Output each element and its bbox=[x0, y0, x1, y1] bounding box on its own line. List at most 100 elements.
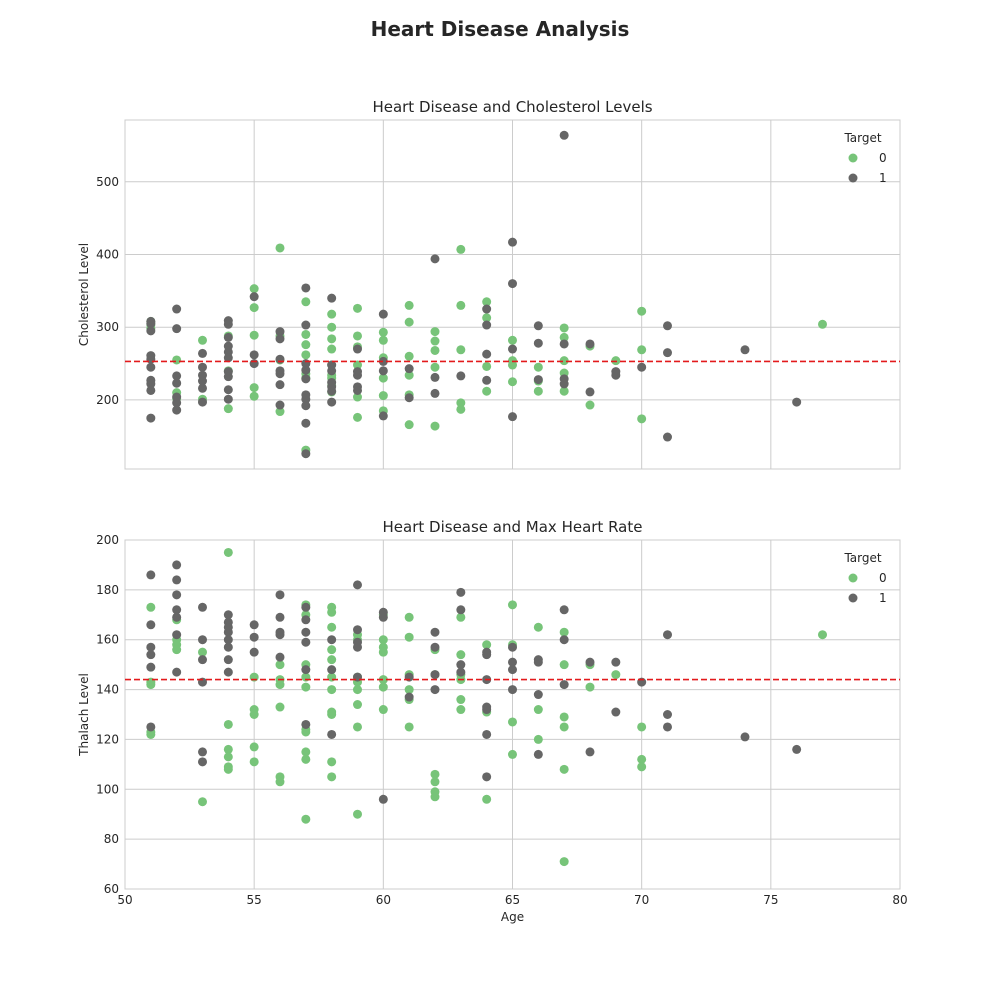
data-point bbox=[611, 370, 621, 380]
data-point bbox=[172, 371, 182, 381]
x-tick-label: 75 bbox=[763, 893, 778, 907]
data-point bbox=[275, 652, 285, 662]
data-point bbox=[611, 707, 621, 717]
data-point bbox=[559, 722, 569, 732]
data-point bbox=[508, 279, 517, 289]
data-point bbox=[482, 794, 492, 804]
data-point bbox=[146, 650, 156, 660]
data-point bbox=[508, 749, 517, 759]
data-point bbox=[172, 575, 182, 585]
data-point bbox=[301, 365, 311, 375]
data-point bbox=[198, 602, 207, 612]
data-point bbox=[482, 650, 492, 660]
data-point bbox=[301, 297, 311, 307]
data-point bbox=[533, 622, 543, 632]
data-point bbox=[533, 734, 543, 744]
data-point bbox=[146, 642, 156, 652]
data-point bbox=[223, 764, 233, 774]
data-point bbox=[404, 632, 414, 642]
data-point bbox=[353, 700, 362, 710]
legend-marker bbox=[848, 153, 858, 163]
legend-label: 1 bbox=[879, 591, 887, 605]
data-point bbox=[404, 351, 414, 361]
data-point bbox=[198, 797, 207, 807]
data-point bbox=[508, 685, 517, 695]
data-point bbox=[508, 665, 517, 675]
data-point bbox=[146, 385, 156, 395]
data-point bbox=[508, 344, 517, 354]
data-point bbox=[456, 605, 466, 615]
data-point bbox=[430, 388, 440, 398]
data-point bbox=[378, 391, 388, 401]
data-point bbox=[637, 722, 647, 732]
x-axis-label: Age bbox=[501, 910, 524, 924]
data-point bbox=[533, 705, 543, 715]
data-point bbox=[378, 327, 388, 337]
data-point bbox=[378, 682, 388, 692]
data-point bbox=[508, 377, 517, 387]
data-point bbox=[559, 379, 569, 389]
data-point bbox=[378, 356, 388, 366]
data-point bbox=[301, 329, 311, 339]
legend-marker bbox=[848, 593, 858, 603]
data-point bbox=[327, 293, 337, 303]
data-point bbox=[198, 397, 207, 407]
data-point bbox=[198, 335, 207, 345]
data-point bbox=[275, 380, 285, 390]
data-point bbox=[223, 744, 233, 754]
data-point bbox=[146, 662, 156, 672]
data-point bbox=[559, 605, 569, 615]
data-point bbox=[223, 353, 233, 363]
data-point bbox=[353, 370, 362, 380]
data-point bbox=[301, 401, 311, 411]
data-point bbox=[456, 300, 466, 310]
data-point bbox=[792, 397, 802, 407]
legend: Target 0 1 bbox=[843, 551, 886, 605]
data-point bbox=[249, 330, 259, 340]
y-tick-label: 140 bbox=[96, 683, 119, 697]
data-point bbox=[508, 657, 517, 667]
data-point bbox=[172, 355, 182, 365]
data-point bbox=[327, 772, 337, 782]
data-point bbox=[404, 612, 414, 622]
data-point bbox=[456, 612, 466, 622]
data-point bbox=[301, 340, 311, 350]
data-point bbox=[482, 304, 492, 314]
data-point bbox=[172, 324, 182, 334]
data-point bbox=[275, 680, 285, 690]
data-point bbox=[327, 397, 337, 407]
data-point bbox=[456, 398, 466, 408]
data-point bbox=[430, 421, 440, 431]
data-point bbox=[430, 627, 440, 637]
data-point bbox=[301, 602, 311, 612]
data-point bbox=[146, 362, 156, 372]
data-point bbox=[430, 769, 440, 779]
data-point bbox=[249, 292, 259, 302]
y-tick-label: 200 bbox=[96, 393, 119, 407]
data-point bbox=[508, 360, 517, 370]
data-point bbox=[249, 647, 259, 657]
data-point bbox=[404, 692, 414, 702]
data-point bbox=[559, 680, 569, 690]
data-point bbox=[404, 364, 414, 374]
data-point bbox=[740, 732, 750, 742]
data-point bbox=[223, 385, 233, 395]
data-point bbox=[585, 657, 595, 667]
data-point bbox=[223, 319, 233, 329]
data-point bbox=[327, 344, 337, 354]
data-point bbox=[172, 304, 182, 314]
data-point bbox=[146, 326, 156, 336]
series-target-1 bbox=[146, 560, 802, 804]
data-point bbox=[533, 338, 543, 348]
data-point bbox=[508, 335, 517, 345]
data-point bbox=[378, 675, 388, 685]
data-point bbox=[508, 600, 517, 610]
data-point bbox=[482, 640, 492, 650]
data-point bbox=[559, 130, 569, 140]
data-point bbox=[378, 705, 388, 715]
y-tick-label: 400 bbox=[96, 248, 119, 262]
data-point bbox=[559, 339, 569, 349]
data-point bbox=[198, 747, 207, 757]
data-point bbox=[585, 387, 595, 397]
data-point bbox=[275, 354, 285, 364]
